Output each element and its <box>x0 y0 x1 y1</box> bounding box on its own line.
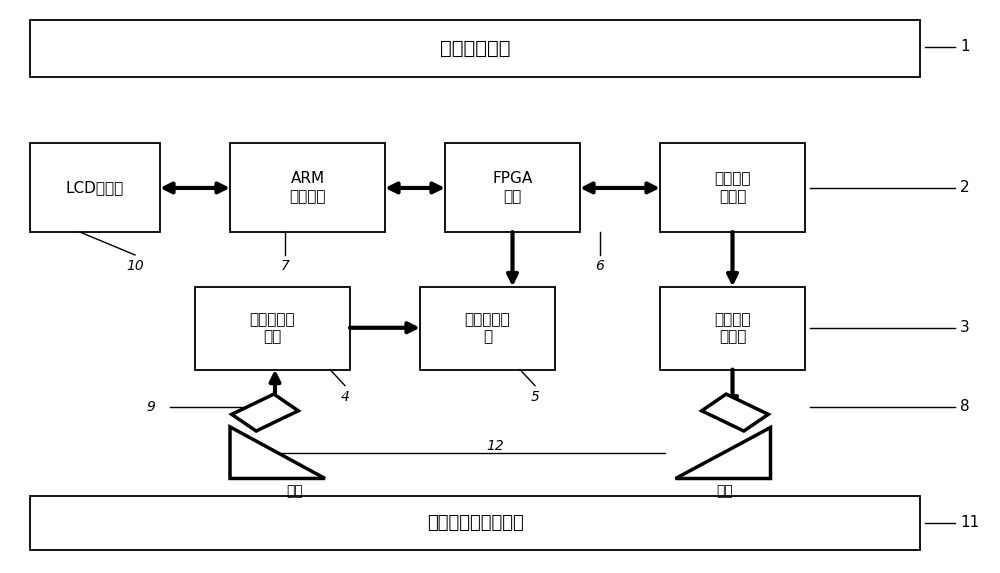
Text: 7: 7 <box>281 259 289 273</box>
Text: 3: 3 <box>960 320 970 335</box>
Text: 任意波形
发生器: 任意波形 发生器 <box>714 171 751 204</box>
Text: 6: 6 <box>596 259 604 273</box>
FancyBboxPatch shape <box>195 286 350 370</box>
FancyBboxPatch shape <box>660 286 805 370</box>
Text: 板状或管状待测材料: 板状或管状待测材料 <box>427 514 523 532</box>
FancyBboxPatch shape <box>445 143 580 232</box>
Text: 9: 9 <box>146 400 155 414</box>
Text: FPGA
芯片: FPGA 芯片 <box>492 171 533 204</box>
Text: 4: 4 <box>341 390 349 403</box>
Text: 高通模拟滤
波器: 高通模拟滤 波器 <box>250 312 295 344</box>
FancyBboxPatch shape <box>420 286 555 370</box>
Text: 楔块: 楔块 <box>717 484 733 498</box>
FancyBboxPatch shape <box>230 143 385 232</box>
Text: 5: 5 <box>531 390 539 403</box>
Text: 多路电源模块: 多路电源模块 <box>440 39 510 58</box>
Text: 超声采集模
块: 超声采集模 块 <box>465 312 510 344</box>
Text: 2: 2 <box>960 180 970 195</box>
Text: 低通模拟
滤波器: 低通模拟 滤波器 <box>714 312 751 344</box>
FancyBboxPatch shape <box>30 496 920 550</box>
Polygon shape <box>702 394 768 431</box>
Text: 8: 8 <box>960 399 970 414</box>
Text: 1: 1 <box>960 40 970 54</box>
Text: 10: 10 <box>126 259 144 273</box>
Text: 楔块: 楔块 <box>287 484 303 498</box>
Polygon shape <box>232 394 298 431</box>
Text: 11: 11 <box>960 515 979 530</box>
FancyBboxPatch shape <box>30 20 920 77</box>
FancyBboxPatch shape <box>30 143 160 232</box>
Text: ARM
主处理器: ARM 主处理器 <box>289 171 326 204</box>
Text: LCD显示器: LCD显示器 <box>66 180 124 195</box>
Polygon shape <box>675 427 770 478</box>
Text: 12: 12 <box>486 439 504 453</box>
Polygon shape <box>230 427 325 478</box>
FancyBboxPatch shape <box>660 143 805 232</box>
